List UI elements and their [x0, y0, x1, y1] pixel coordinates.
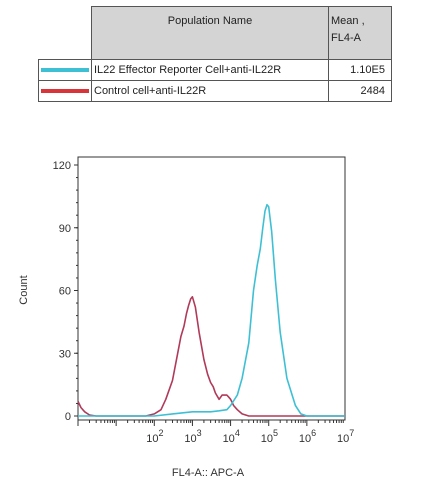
series-layer: [77, 203, 345, 417]
series-line-control: [77, 296, 345, 417]
legend-header-mean-label: Mean ,: [331, 15, 365, 27]
legend-swatch-reporter: [41, 68, 89, 73]
legend-header-mean: Mean , FL4-A: [328, 6, 392, 60]
legend-label-reporter: IL22 Effector Reporter Cell+anti-IL22R: [91, 59, 329, 81]
legend-mean-reporter: 1.10E5: [328, 59, 392, 81]
x-minor-ticks: [77, 420, 344, 426]
y-tick-label: 60: [59, 286, 71, 298]
x-tick-label: 103: [184, 428, 201, 445]
y-tick-label: 0: [65, 411, 71, 423]
x-tick-label: 105: [261, 428, 278, 445]
legend-row-reporter: IL22 Effector Reporter Cell+anti-IL22R 1…: [38, 59, 392, 81]
histogram-chart: 0 30 60 90 120 102 103 104 105 106 107 Count FL4-…: [18, 156, 354, 479]
series-line-reporter: [78, 203, 345, 417]
y-axis-ticks: 0 30 60 90 120: [53, 160, 78, 423]
legend-table: Population Name Mean , FL4-A IL22 Effecto…: [38, 6, 392, 102]
legend-swatch-cell: [38, 59, 92, 81]
legend-swatch-control: [41, 89, 89, 94]
legend-header-mean-param: FL4-A: [331, 32, 361, 44]
x-tick-label: 104: [223, 428, 240, 445]
legend-swatch-cell: [38, 80, 92, 102]
legend-row-control: Control cell+anti-IL22R 2484: [38, 80, 392, 102]
x-axis-ticks: 102 103 104 105 106 107: [146, 428, 354, 445]
y-axis-label: Count: [18, 275, 30, 304]
legend-label-control: Control cell+anti-IL22R: [91, 80, 329, 102]
legend-header-population: Population Name: [91, 6, 329, 60]
y-tick-label: 120: [53, 160, 71, 172]
x-axis-label: FL4-A:: APC-A: [172, 467, 245, 479]
legend-header-row: Population Name Mean , FL4-A: [38, 6, 392, 60]
x-tick-label: 106: [299, 428, 316, 445]
legend-header-blank: [38, 6, 92, 60]
x-tick-label: 107: [337, 428, 354, 445]
y-tick-label: 30: [59, 348, 71, 360]
plot-area-frame: [77, 156, 346, 421]
legend-mean-control: 2484: [328, 80, 392, 102]
y-tick-label: 90: [59, 223, 71, 235]
x-tick-label: 102: [146, 428, 163, 445]
